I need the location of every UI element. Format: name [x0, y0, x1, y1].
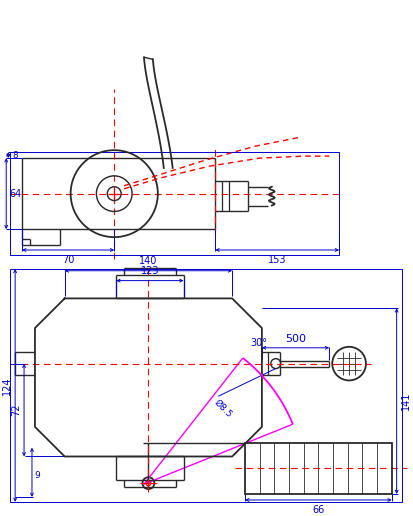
Text: 8: 8 — [12, 151, 18, 159]
Text: 30°: 30° — [251, 338, 268, 348]
Text: 153: 153 — [268, 255, 287, 265]
Text: 500: 500 — [285, 334, 306, 344]
Text: 70: 70 — [62, 255, 74, 265]
Text: 64: 64 — [9, 189, 21, 199]
Text: 124: 124 — [2, 376, 12, 395]
Text: Ø8.5: Ø8.5 — [212, 398, 234, 420]
Text: 66: 66 — [312, 505, 325, 515]
Text: 123: 123 — [141, 266, 159, 276]
Text: 9: 9 — [34, 471, 40, 480]
Bar — [245, 443, 392, 494]
Text: 140: 140 — [139, 256, 158, 266]
Bar — [10, 152, 339, 255]
Text: 72: 72 — [11, 404, 21, 416]
Bar — [10, 269, 401, 502]
Text: 141: 141 — [401, 392, 411, 410]
